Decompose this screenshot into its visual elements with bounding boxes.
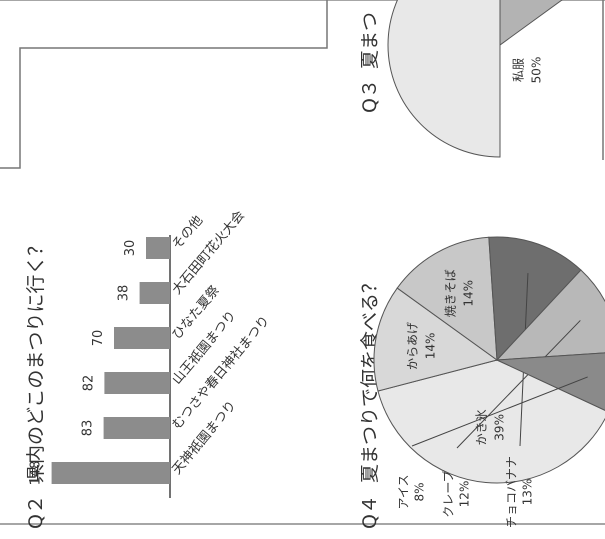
pie-slice-value: 14% — [424, 333, 438, 360]
pie-slice — [495, 269, 605, 361]
pie-leader-line — [411, 376, 588, 447]
q2-title: 県内のどこのまつりに行く？ — [25, 237, 47, 483]
pie-slice-value: 12% — [458, 481, 472, 508]
pie-slice-value: 14% — [462, 280, 476, 307]
q2-value-label: 30 — [123, 240, 138, 257]
pie-slice-label: アイス — [397, 474, 411, 509]
q2-bar — [104, 372, 170, 394]
pie-leader-line — [456, 320, 581, 449]
q2-value-label: 82 — [81, 375, 96, 392]
pie-slice — [377, 359, 605, 484]
pie-slice-value: 50% — [530, 57, 544, 84]
q4-title: 夏まつりで何を食べる？ — [359, 274, 381, 483]
q2-bar — [139, 282, 171, 304]
pie-slice-value: 13% — [521, 479, 535, 506]
pie-slice-label: からあげ — [406, 322, 420, 370]
pie-slice — [387, 0, 501, 158]
q2-number: Q２ — [25, 495, 47, 529]
q2-bar — [146, 237, 170, 259]
q3-title: 夏まつ — [359, 12, 381, 69]
pie-slice — [499, 0, 563, 46]
pie-slice — [488, 236, 582, 362]
q4-pie-chart: かき氷 39% からあげ 14% 焼きそば 14% チョコバナナ 13% クレープ 12% アイス 8… — [373, 236, 605, 528]
q2-value-label: 148 — [29, 461, 44, 486]
pie-slice-label: チョコバナナ — [505, 456, 519, 528]
q2-bar — [51, 462, 170, 484]
q2-bar — [114, 327, 170, 349]
pie-slice — [496, 352, 605, 411]
pie-slice-label: 私服 — [512, 58, 526, 82]
q2-value-label: 38 — [117, 285, 132, 302]
q4-section: Q４ 夏まつりで何を食べる？ — [359, 274, 381, 529]
q2-value-label: 83 — [81, 420, 96, 437]
pie-slice-label: かき氷 — [474, 409, 488, 445]
pie-slice — [373, 287, 499, 392]
q3-number: Q３ — [359, 79, 381, 113]
q2-value-label: 70 — [91, 330, 106, 347]
pie-slice-label: クレープ — [442, 470, 456, 517]
pie-slice-value: 8% — [413, 482, 427, 501]
pie-slice-label: 焼きそば — [444, 269, 458, 317]
q2-bar — [103, 417, 170, 439]
q2-category-label: その他 — [170, 213, 207, 253]
q3-section: Q３ 夏まつ — [359, 12, 381, 113]
pie-slice — [396, 236, 498, 362]
q4-number: Q４ — [359, 495, 381, 529]
pie-slice-value: 39% — [492, 414, 506, 441]
top-left-box-border — [0, 0, 328, 169]
